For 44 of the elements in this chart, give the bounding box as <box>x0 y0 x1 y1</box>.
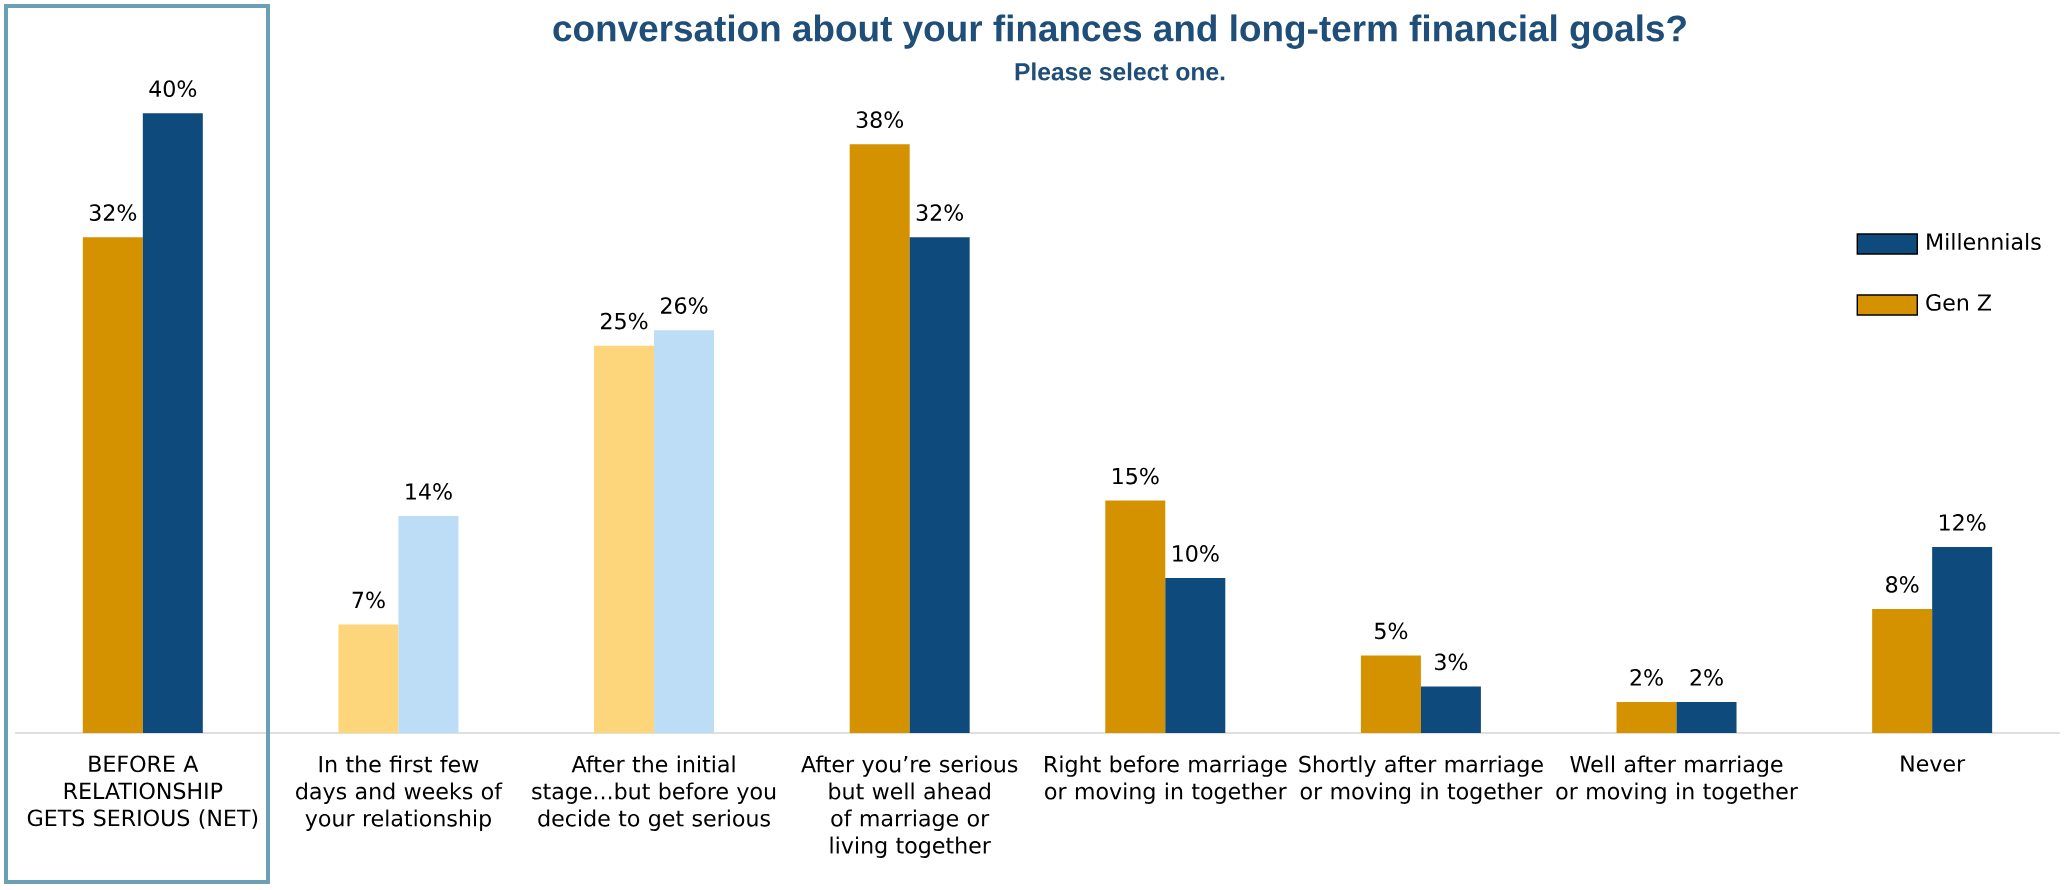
bar <box>1165 578 1226 733</box>
data-label: 2% <box>1690 669 1723 686</box>
bar <box>82 237 143 733</box>
bar <box>1105 500 1166 733</box>
bar <box>1420 686 1481 733</box>
x-tick-label: BEFORE A RELATIONSHIP GETS SERIOUS (NET) <box>27 755 258 829</box>
x-tick-label: After the initial stage...but before you decide to get serious <box>532 755 776 831</box>
data-label: 3% <box>1435 653 1468 671</box>
chart-title: conversation about your finances and long-term financial goals? <box>553 14 1686 49</box>
data-label: 38% <box>856 111 904 129</box>
data-label: 32% <box>89 204 137 222</box>
bar <box>338 624 399 733</box>
bar <box>654 330 715 733</box>
data-label: 15% <box>1113 467 1159 485</box>
data-label: 7% <box>352 591 385 609</box>
data-label: 2% <box>1630 669 1663 686</box>
bar <box>1932 547 1993 733</box>
bar <box>1616 702 1677 733</box>
x-tick-label: Right before marriage or moving in together <box>1045 755 1287 804</box>
bar <box>909 237 970 733</box>
bar <box>1872 609 1933 733</box>
bar <box>1676 702 1737 733</box>
data-label: 12% <box>1939 514 1986 531</box>
bar <box>594 345 655 733</box>
data-label: 10% <box>1173 545 1219 562</box>
data-label: 26% <box>661 297 708 314</box>
bar <box>142 113 203 733</box>
data-label: 5% <box>1375 622 1408 640</box>
bar <box>398 516 459 733</box>
data-label: 40% <box>149 80 197 98</box>
data-label: 32% <box>916 204 964 222</box>
bar <box>1360 655 1421 733</box>
x-tick-label: Never <box>1901 755 1966 772</box>
bar <box>849 144 910 733</box>
chart-subtitle: Please select one. <box>1015 62 1225 81</box>
legend-label: Millennials <box>1927 232 2041 251</box>
data-label: 8% <box>1886 576 1919 593</box>
x-tick-label: Well after marriage or moving in together <box>1556 755 1798 804</box>
data-label: 14% <box>406 483 452 500</box>
data-label: 25% <box>601 312 648 330</box>
x-tick-label: In the first few days and weeks of your relationship <box>296 755 503 831</box>
legend-label: Gen Z <box>1926 294 1992 311</box>
x-tick-label: Shortly after marriage or moving in together <box>1299 755 1543 804</box>
x-tick-label: After you’re serious but well ahead of marriage or living together <box>801 755 1018 859</box>
